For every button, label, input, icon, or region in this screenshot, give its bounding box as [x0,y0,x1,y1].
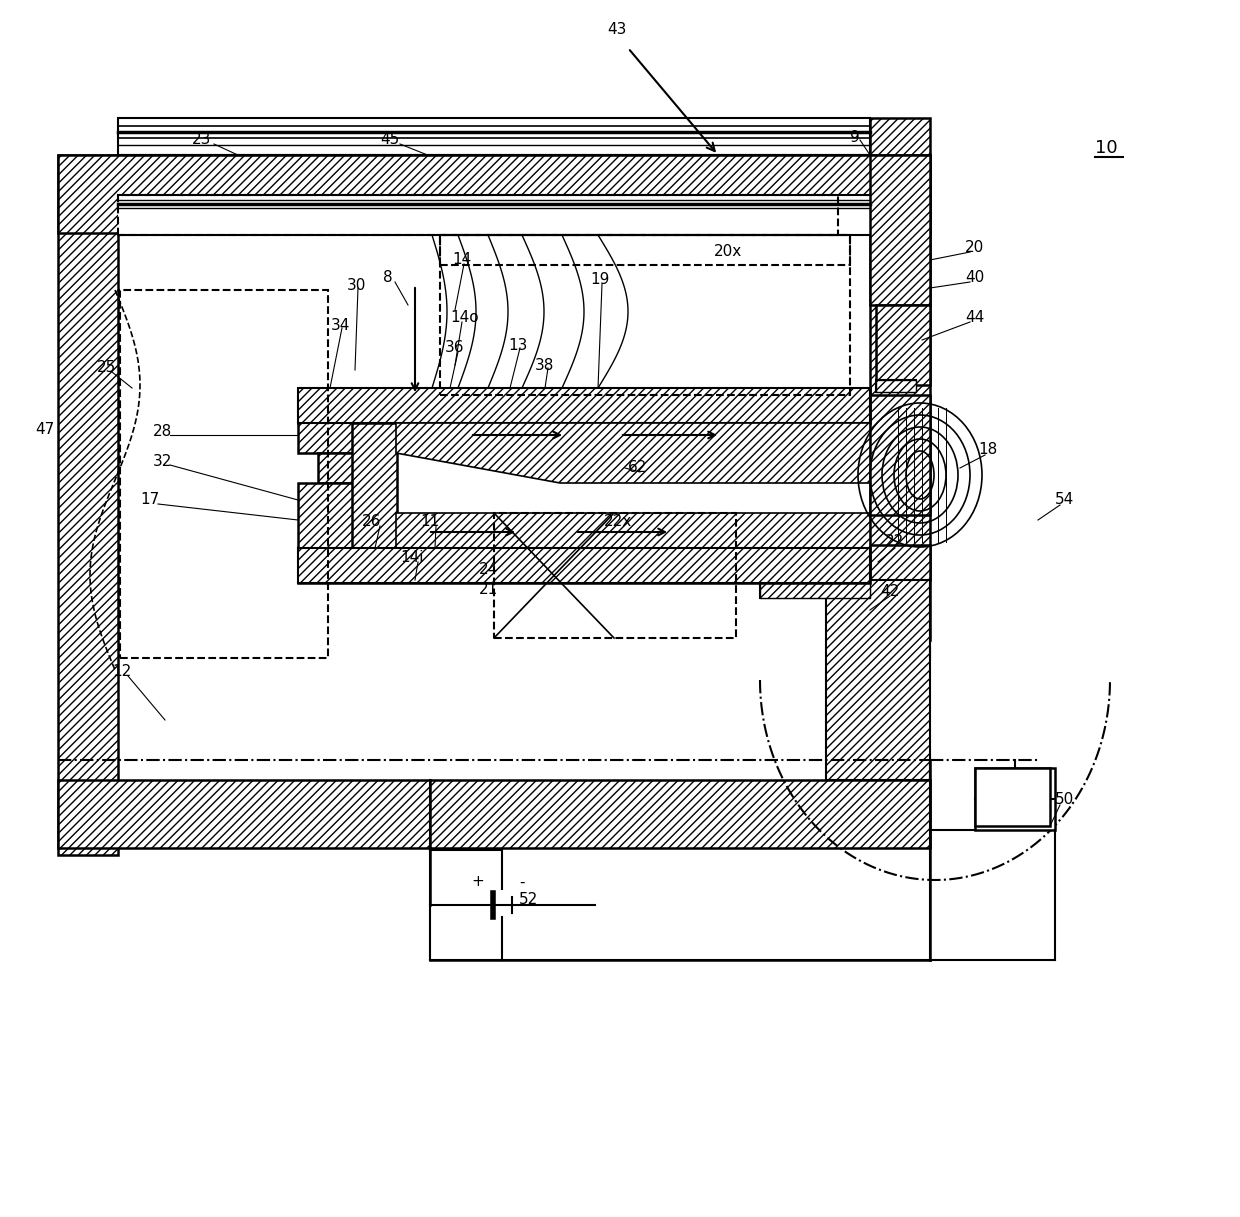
Bar [975,768,1055,830]
Bar [975,768,1050,826]
Bar [118,195,870,235]
Text: 50: 50 [1055,792,1075,808]
Text: 14o: 14o [450,310,480,325]
Bar [317,453,373,483]
Text: +: + [471,875,485,890]
Text: -: - [520,875,525,890]
Bar [870,118,930,155]
Text: 30: 30 [346,277,366,292]
Text: 40: 40 [966,270,985,286]
Text: 38: 38 [536,358,554,372]
Text: 42: 42 [880,584,900,600]
Text: 21: 21 [479,583,497,598]
Bar [440,235,849,396]
Bar [298,548,870,583]
Bar [870,545,930,581]
Bar [494,514,737,638]
Text: 28: 28 [153,425,171,439]
Text: 47: 47 [36,422,55,437]
Text: 44: 44 [966,310,985,325]
Bar [870,155,930,305]
Bar [118,118,870,155]
Text: 11: 11 [420,515,440,529]
Text: 45: 45 [381,133,399,147]
Polygon shape [396,514,870,548]
Text: 52: 52 [518,892,538,908]
Text: 9: 9 [851,130,859,146]
Bar [875,380,916,392]
Bar [298,483,373,548]
Text: 14: 14 [453,252,471,268]
Text: 22: 22 [885,534,905,550]
Bar [440,235,849,265]
Bar [875,305,930,385]
Bar [460,890,580,920]
Bar [298,388,373,453]
Bar [352,424,397,548]
Text: 62: 62 [629,460,647,476]
Text: 18: 18 [978,443,998,458]
Bar [118,195,838,235]
Bar [58,780,930,848]
Text: 32: 32 [153,454,171,470]
Text: 20: 20 [966,241,985,256]
Bar [826,581,930,780]
Text: 34: 34 [330,318,350,332]
Bar [870,396,930,515]
Bar [298,388,870,424]
Text: 26: 26 [362,515,382,529]
Bar [760,581,870,598]
Bar [760,581,870,598]
Text: 22x: 22x [604,515,632,529]
Text: 12: 12 [113,664,131,679]
Polygon shape [298,388,870,424]
Text: 10: 10 [1095,139,1117,157]
Text: 19: 19 [590,273,610,287]
Polygon shape [298,548,870,583]
Text: 13: 13 [508,337,528,353]
Bar [58,155,930,232]
Text: 24: 24 [479,562,497,578]
Text: 8: 8 [383,270,393,286]
Text: 36: 36 [445,341,465,355]
Text: 20x: 20x [714,245,742,259]
Bar [58,155,118,856]
Bar [120,290,329,658]
Bar [870,155,930,640]
Text: 43: 43 [608,22,626,38]
Text: 17: 17 [140,493,160,507]
Text: 14i: 14i [401,550,424,566]
Bar [875,380,916,392]
Text: 23: 23 [192,133,212,147]
Text: 54: 54 [1055,493,1075,507]
Text: 25: 25 [97,360,115,376]
Polygon shape [396,424,870,483]
